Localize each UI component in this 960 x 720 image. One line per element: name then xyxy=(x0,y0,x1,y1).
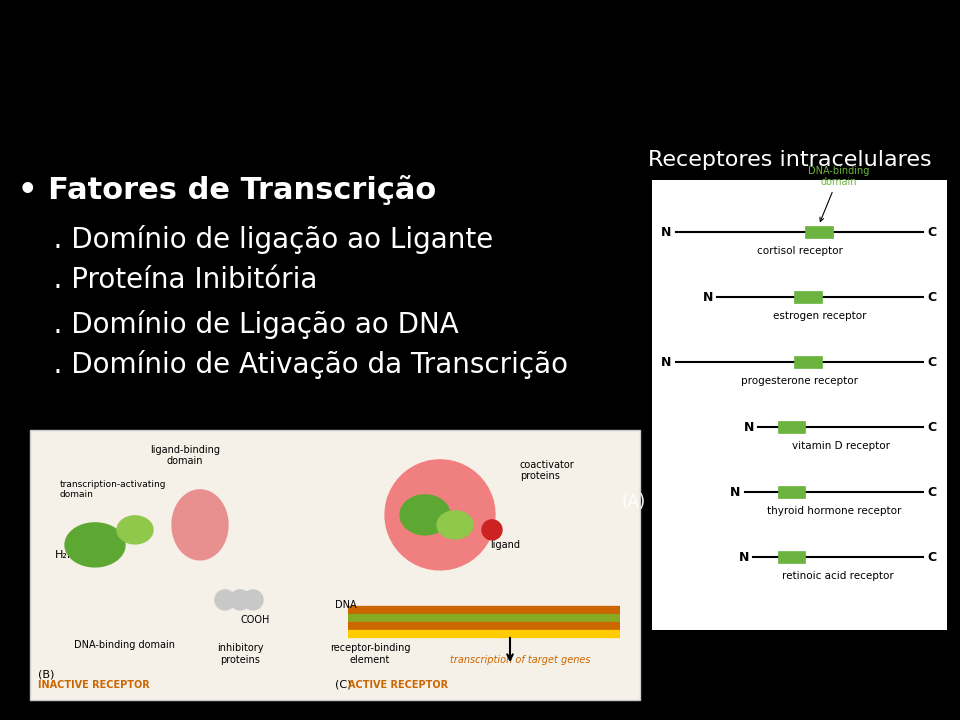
Polygon shape xyxy=(172,490,228,560)
Text: cortisol receptor: cortisol receptor xyxy=(756,246,843,256)
Text: DNA: DNA xyxy=(335,600,356,610)
Text: receptor-binding
element: receptor-binding element xyxy=(329,644,410,665)
Text: . Proteína Inibitória: . Proteína Inibitória xyxy=(18,266,318,294)
Text: • Fatores de Transcrição: • Fatores de Transcrição xyxy=(18,175,436,204)
Text: N: N xyxy=(738,551,749,564)
Text: N: N xyxy=(661,225,672,238)
Text: retinoic acid receptor: retinoic acid receptor xyxy=(782,572,894,582)
Text: coactivator
proteins: coactivator proteins xyxy=(520,460,575,482)
Bar xyxy=(794,291,822,303)
Text: . Domínio de Ligação ao DNA: . Domínio de Ligação ao DNA xyxy=(18,310,459,339)
Polygon shape xyxy=(117,516,153,544)
Bar xyxy=(30,430,640,700)
Text: ligand-binding
domain: ligand-binding domain xyxy=(150,445,220,467)
Text: DNA-binding
domain: DNA-binding domain xyxy=(808,166,870,222)
Text: Receptores intracelulares: Receptores intracelulares xyxy=(648,150,931,170)
Text: COOH: COOH xyxy=(240,615,270,625)
Text: estrogen receptor: estrogen receptor xyxy=(774,311,867,321)
Text: ACTIVE RECEPTOR: ACTIVE RECEPTOR xyxy=(348,680,448,690)
Text: H₂N: H₂N xyxy=(55,550,76,560)
Text: Receptores Intracelulares: Receptores Intracelulares xyxy=(156,40,804,83)
Text: transcription of target genes: transcription of target genes xyxy=(449,655,590,665)
Text: C: C xyxy=(927,486,936,499)
Text: N: N xyxy=(703,291,713,304)
Text: C: C xyxy=(927,356,936,369)
Bar xyxy=(794,356,822,368)
Text: progesterone receptor: progesterone receptor xyxy=(741,377,858,386)
Polygon shape xyxy=(65,523,125,567)
Text: (C): (C) xyxy=(335,680,351,690)
Text: . Domínio de ligação ao Ligante: . Domínio de ligação ao Ligante xyxy=(18,225,493,254)
Circle shape xyxy=(482,520,502,540)
Text: (B): (B) xyxy=(38,670,55,680)
Polygon shape xyxy=(437,511,473,539)
Bar xyxy=(778,552,805,563)
Text: . Domínio de Ativação da Transcrição: . Domínio de Ativação da Transcrição xyxy=(18,350,568,379)
Text: (A): (A) xyxy=(622,493,646,511)
Bar xyxy=(652,180,947,630)
Circle shape xyxy=(243,590,263,610)
Text: N: N xyxy=(744,420,755,434)
Text: DNA-binding domain: DNA-binding domain xyxy=(75,640,176,650)
Text: INACTIVE RECEPTOR: INACTIVE RECEPTOR xyxy=(38,680,150,690)
Text: transcription-activating
domain: transcription-activating domain xyxy=(60,480,166,499)
Text: thyroid hormone receptor: thyroid hormone receptor xyxy=(767,506,901,516)
Bar xyxy=(805,226,832,238)
Circle shape xyxy=(215,590,235,610)
Text: N: N xyxy=(661,356,672,369)
Text: N: N xyxy=(731,486,740,499)
Bar xyxy=(778,421,805,433)
Text: inhibitory
proteins: inhibitory proteins xyxy=(217,644,263,665)
Text: C: C xyxy=(927,291,936,304)
Text: ligand: ligand xyxy=(490,540,520,550)
Text: vitamin D receptor: vitamin D receptor xyxy=(792,441,890,451)
Text: C: C xyxy=(927,551,936,564)
Circle shape xyxy=(230,590,250,610)
Text: C: C xyxy=(927,420,936,434)
Polygon shape xyxy=(385,460,495,570)
Bar xyxy=(778,486,805,498)
Text: C: C xyxy=(927,225,936,238)
Polygon shape xyxy=(400,495,450,535)
